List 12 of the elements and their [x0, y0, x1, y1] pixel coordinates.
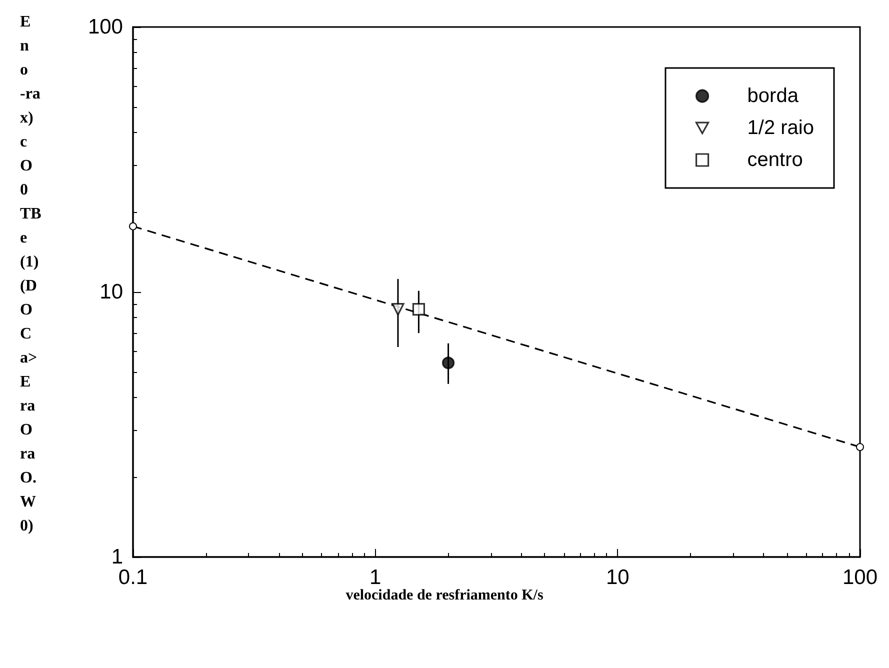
y-tick-label: 1: [111, 546, 123, 568]
legend-label: centro: [747, 149, 803, 171]
y-tick-label: 10: [100, 280, 123, 304]
x-tick-label: 1: [369, 566, 382, 589]
text: E n o -ra x) c O 0 TB e (1) (D O C a> E ra O ra O. W 0): [20, 14, 42, 534]
x-axis-title: velocidade de resfriamento K/s: [346, 588, 544, 604]
x-tick-label: 100: [842, 566, 878, 589]
y-tick-label: 100: [88, 16, 123, 38]
legend-label: 1/2 raio: [747, 117, 814, 139]
legend-label: borda: [747, 85, 800, 107]
x-tick-label: 0.1: [118, 566, 148, 589]
x-tick-label: 10: [606, 566, 630, 589]
